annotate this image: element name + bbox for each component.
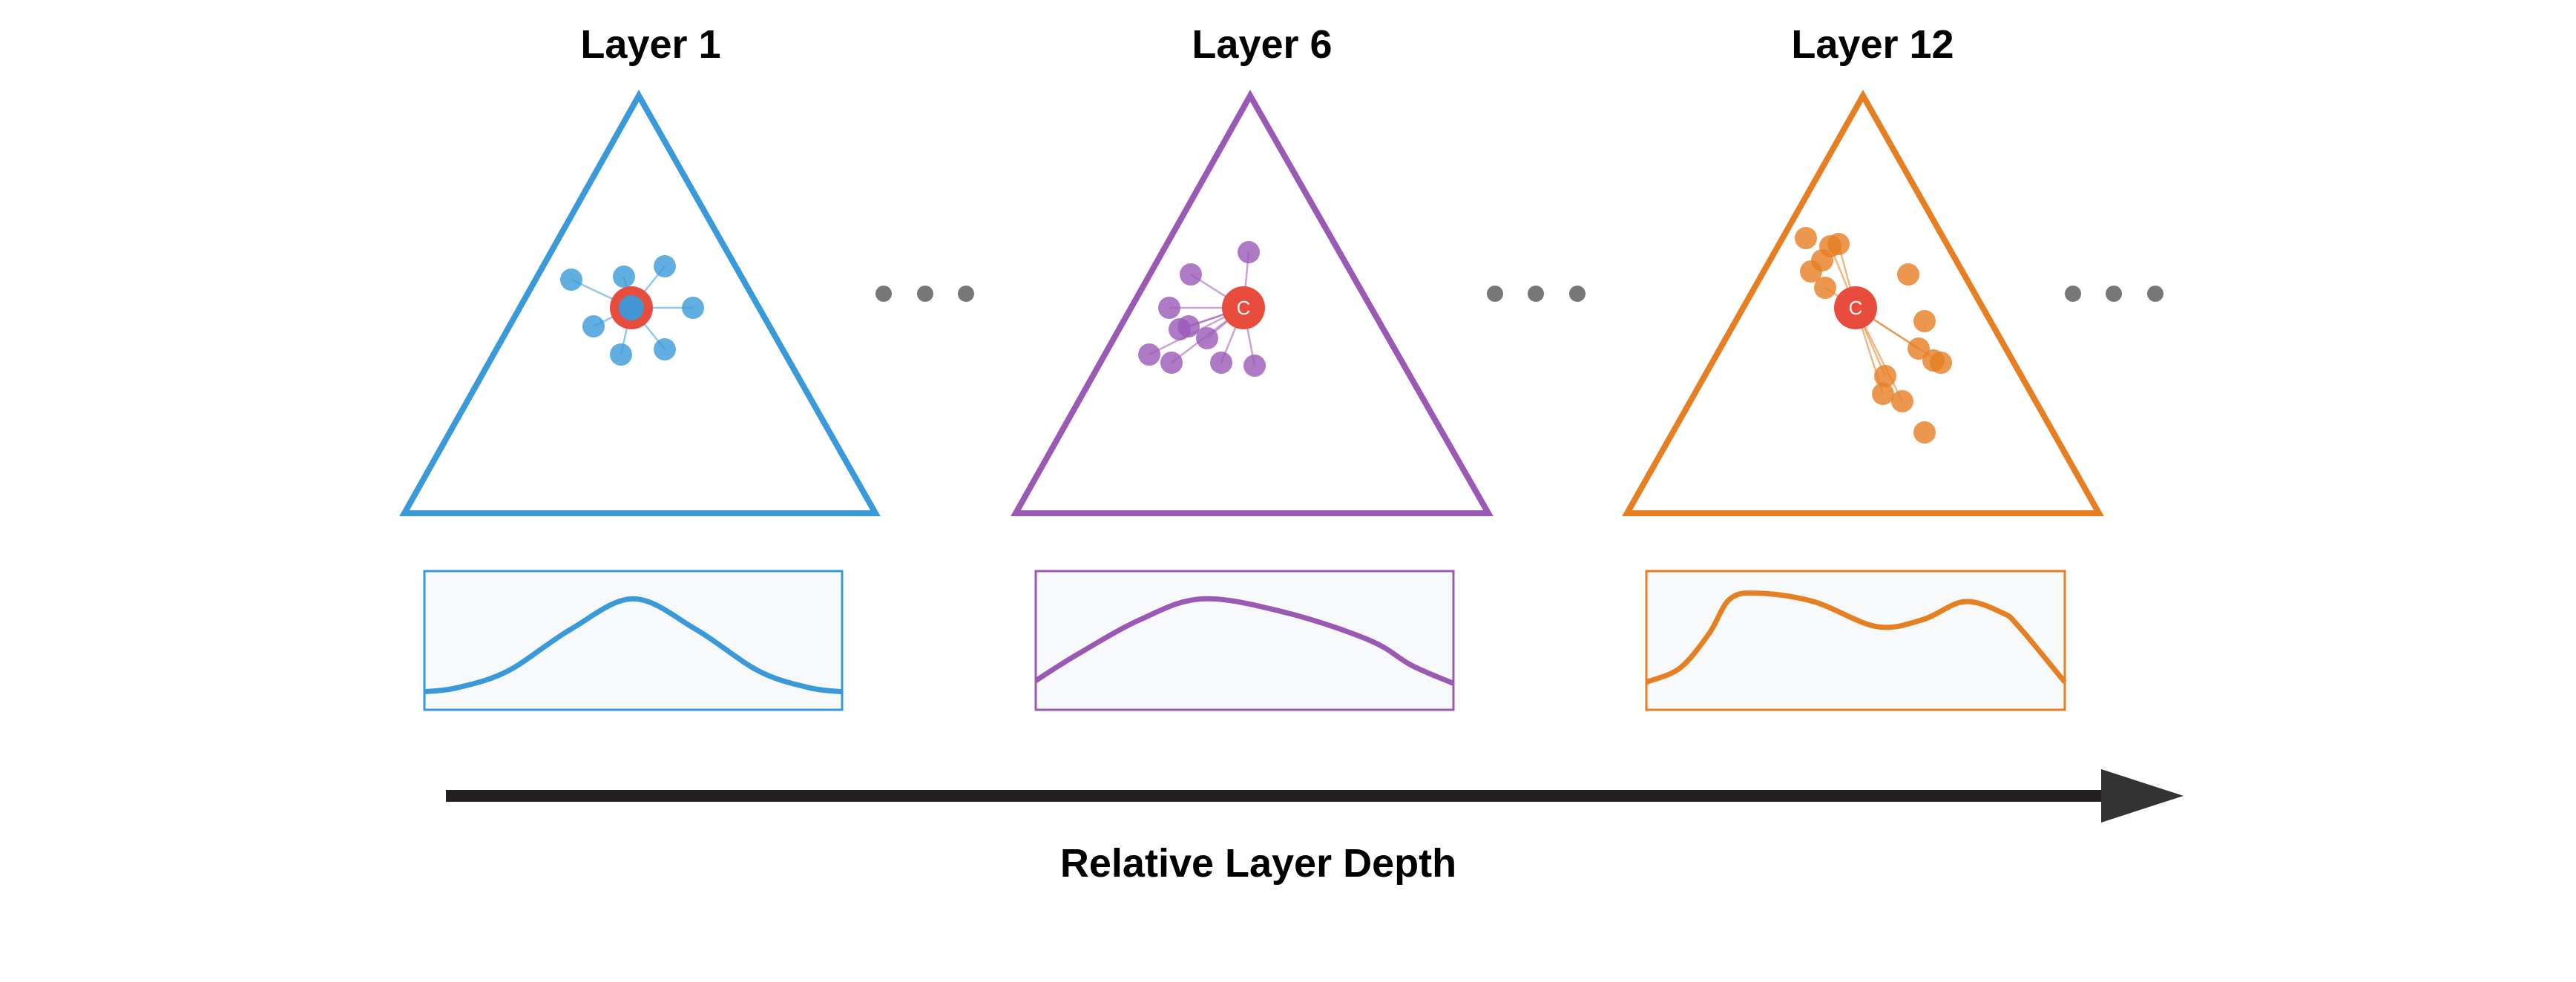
neighbor-node <box>1180 263 1202 286</box>
neighbor-node <box>1158 297 1180 319</box>
neighbor-node <box>560 268 582 291</box>
distribution-curve <box>424 596 843 695</box>
center-node <box>1834 286 1877 329</box>
panel-title: Layer 12 <box>1791 22 1954 67</box>
center-node-label: C <box>1237 297 1251 319</box>
neighbor-node <box>610 343 632 366</box>
neighbor-node <box>1160 352 1183 374</box>
ellipsis-dot <box>875 286 892 302</box>
neighbor-node <box>1814 277 1836 299</box>
neighbor-node <box>1827 233 1850 255</box>
neighbor-node <box>1243 355 1266 377</box>
neighbor-node <box>582 315 605 337</box>
depth-arrow <box>446 769 2184 823</box>
center-node-inner <box>619 295 644 320</box>
distribution-curve <box>1645 590 2067 685</box>
neighbor-node <box>1800 260 1822 283</box>
panel-layer-3: Layer 12 C <box>1622 22 2163 711</box>
neighbor-node <box>1897 263 1919 286</box>
neighbor-node <box>1913 421 1936 444</box>
ellipsis-dot <box>1528 286 1544 302</box>
neighbor-node <box>1891 390 1913 412</box>
distribution-box <box>423 570 844 711</box>
neighbor-node <box>654 338 676 360</box>
distribution-curve <box>1034 596 1455 686</box>
embedding-space-triangle <box>399 89 881 516</box>
ellipsis-dot <box>2065 286 2081 302</box>
neighbor-node <box>1210 352 1232 374</box>
neighbor-node <box>1930 352 1952 374</box>
neighbor-node <box>1177 315 1200 337</box>
ellipsis-dot <box>2147 286 2163 302</box>
ellipsis-dot <box>958 286 974 302</box>
depth-arrow-shaft <box>446 790 2108 802</box>
axis-label: Relative Layer Depth <box>1060 841 1456 886</box>
neighbor-node <box>1913 310 1936 332</box>
ellipsis-dot <box>1487 286 1503 302</box>
embedding-space-triangle <box>1011 89 1494 516</box>
embedding-space-triangle <box>1622 89 2104 516</box>
distribution-box <box>1645 570 2066 711</box>
ellipsis-dot <box>2106 286 2122 302</box>
depth-arrow-head <box>2101 769 2184 823</box>
neighbor-node <box>1238 241 1260 263</box>
panel-layer-1: Layer 1 <box>399 22 974 711</box>
neighbor-node <box>682 297 704 319</box>
neighbor-node <box>613 266 635 288</box>
neighbor-node <box>654 255 676 277</box>
neighbor-node <box>1795 227 1817 249</box>
neighbor-node <box>1874 365 1896 387</box>
neighbor-node <box>1872 383 1894 405</box>
center-node <box>1222 286 1265 329</box>
neighbor-node <box>1138 343 1160 366</box>
panel-title: Layer 6 <box>1192 22 1332 67</box>
panel-layer-2: Layer 6 C <box>1011 22 1586 711</box>
panel-title: Layer 1 <box>580 22 720 67</box>
ellipsis-dot <box>1569 286 1586 302</box>
ellipsis-dot <box>917 286 933 302</box>
center-node-label: C <box>1849 297 1863 319</box>
neighbor-node <box>1196 327 1218 349</box>
neighbor-node <box>1908 337 1930 360</box>
